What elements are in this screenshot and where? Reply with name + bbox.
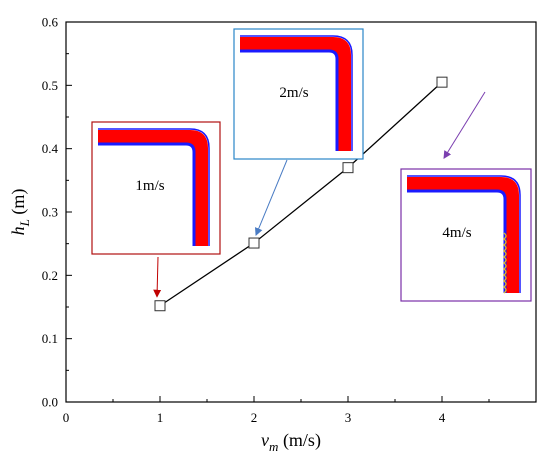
pipe-outer-edge [407, 175, 521, 293]
y-label-sub: L [17, 219, 32, 227]
x-tick-label: 1 [157, 410, 164, 425]
x-tick-label: 0 [63, 410, 70, 425]
inset-arrow [443, 91, 486, 160]
y-axis-label: hL (m) [8, 189, 32, 236]
series-layer [154, 76, 448, 312]
y-label-unit: (m) [8, 189, 29, 220]
y-tick-label: 0.1 [42, 331, 58, 346]
fluid-pipe [98, 130, 208, 246]
data-point [154, 300, 166, 312]
x-axis-label: vm (m/s) [261, 430, 321, 454]
insets-layer: 1m/s 2m/s 4m/s [91, 28, 532, 302]
fluid-interface [407, 189, 507, 293]
axes: 0.0 0.1 0.2 0.3 0.4 0.5 0.6 0 1 2 3 4 [42, 15, 537, 425]
fluid-pipe [240, 37, 351, 151]
x-tick-label: 4 [439, 410, 446, 425]
fluid-interface [98, 142, 196, 246]
x-label-unit: (m/s) [278, 430, 321, 451]
interface-wave [503, 232, 507, 294]
y-tick-label: 0.6 [42, 15, 59, 30]
x-label-sub: m [269, 439, 278, 454]
y-tick-label: 0.2 [42, 268, 58, 283]
inset-label: 2m/s [279, 85, 308, 101]
y-label-main: h [8, 226, 28, 235]
y-tick-label: 0.5 [42, 78, 58, 93]
data-point [248, 237, 260, 249]
axis-labels: vm (m/s) hL (m) [8, 189, 321, 454]
inset-3: 4m/s [400, 91, 532, 302]
pipe-outer-edge [240, 35, 353, 151]
pipe-outer-edge [98, 128, 210, 246]
inset-1: 1m/s [91, 121, 221, 298]
series-line [159, 81, 443, 307]
inset-label: 1m/s [135, 178, 164, 194]
inset-label: 4m/s [442, 225, 471, 241]
y-tick-label: 0.3 [42, 205, 58, 220]
inset-arrow [254, 159, 288, 236]
inset-2: 2m/s [233, 28, 364, 236]
inset-arrow [153, 256, 162, 298]
y-tick-label: 0.0 [42, 395, 58, 410]
data-point [436, 76, 448, 88]
fluid-pipe [407, 177, 519, 293]
y-tick-label: 0.4 [42, 141, 59, 156]
x-tick-label: 3 [345, 410, 352, 425]
fluid-interface [240, 49, 339, 151]
x-label-main: v [261, 430, 269, 450]
data-point [342, 162, 354, 174]
x-tick-label: 2 [251, 410, 258, 425]
